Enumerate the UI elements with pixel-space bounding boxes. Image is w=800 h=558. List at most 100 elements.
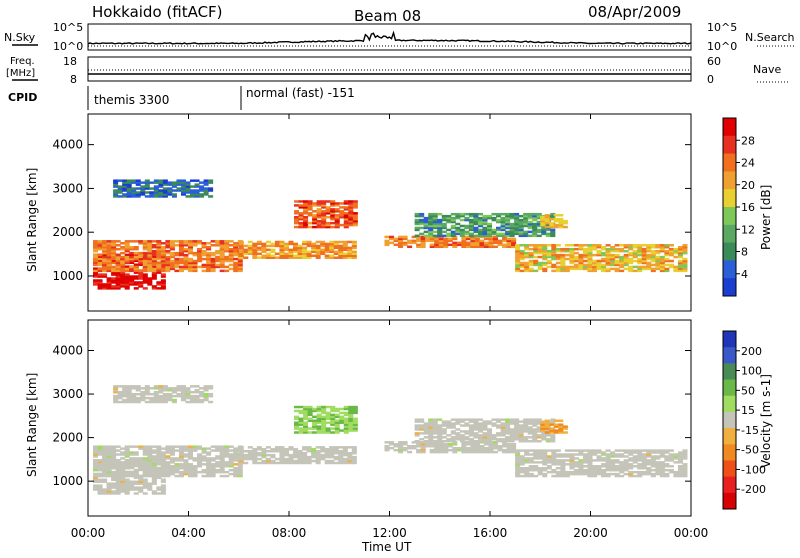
velocity-cell bbox=[465, 443, 471, 446]
velocity-cell bbox=[131, 392, 137, 396]
velocity-cell bbox=[437, 430, 443, 433]
power-cell bbox=[156, 249, 162, 253]
power-cell bbox=[473, 216, 479, 220]
velocity-cell bbox=[178, 447, 184, 450]
velocity-cell bbox=[133, 445, 139, 448]
power-cell bbox=[160, 265, 166, 268]
velocity-cell bbox=[117, 394, 123, 398]
velocity-cell bbox=[587, 470, 593, 474]
velocity-cell bbox=[201, 455, 207, 458]
velocity-cell bbox=[279, 446, 285, 449]
velocity-cell bbox=[228, 463, 234, 466]
power-cell bbox=[334, 214, 340, 217]
power-cell bbox=[524, 261, 530, 265]
velocity-cell bbox=[111, 453, 117, 456]
power-cell bbox=[147, 265, 153, 269]
velocity-cell bbox=[347, 446, 353, 449]
power-cell bbox=[551, 255, 557, 259]
power-cell bbox=[450, 234, 456, 238]
velocity-cell bbox=[243, 457, 249, 461]
power-cell bbox=[113, 183, 119, 186]
power-cell bbox=[414, 220, 420, 224]
power-cell bbox=[414, 234, 420, 238]
velocity-cell bbox=[115, 482, 121, 485]
power-cell bbox=[151, 285, 157, 288]
velocity-cell bbox=[330, 427, 336, 430]
velocity-cell bbox=[437, 418, 443, 421]
velocity-cell bbox=[302, 446, 308, 449]
power-cell bbox=[619, 249, 625, 253]
velocity-cell bbox=[215, 449, 221, 452]
velocity-cell bbox=[632, 459, 638, 462]
power-cell bbox=[339, 214, 345, 217]
velocity-cell bbox=[573, 463, 579, 466]
power-cell bbox=[126, 179, 132, 182]
velocity-cell bbox=[352, 409, 358, 413]
power-cell bbox=[505, 224, 511, 228]
velocity-cell bbox=[342, 461, 348, 465]
colorbar-segment bbox=[723, 189, 736, 208]
power-cell bbox=[115, 285, 121, 288]
y-tick-label: 3000 bbox=[52, 181, 83, 195]
velocity-cell bbox=[524, 467, 530, 470]
power-cell bbox=[479, 239, 485, 243]
power-cell bbox=[493, 241, 499, 245]
velocity-cell bbox=[307, 405, 313, 409]
power-cell bbox=[120, 261, 126, 265]
power-cell bbox=[261, 250, 267, 254]
power-cell bbox=[147, 257, 153, 261]
power-cell bbox=[160, 285, 166, 288]
velocity-cell bbox=[151, 492, 157, 495]
power-cell bbox=[541, 228, 547, 232]
power-cell bbox=[544, 225, 550, 229]
power-cell bbox=[544, 219, 550, 223]
power-cell bbox=[199, 189, 205, 192]
velocity-cell bbox=[115, 468, 121, 472]
velocity-cell bbox=[174, 445, 180, 448]
power-cell bbox=[470, 243, 476, 247]
velocity-cell bbox=[477, 430, 483, 433]
velocity-cell bbox=[352, 429, 358, 432]
power-cell bbox=[619, 263, 625, 267]
power-cell bbox=[320, 252, 326, 256]
power-cell bbox=[456, 241, 462, 245]
power-cell bbox=[473, 226, 479, 230]
power-cell bbox=[514, 228, 520, 232]
velocity-cell bbox=[519, 449, 525, 452]
power-cell bbox=[515, 247, 521, 251]
velocity-cell bbox=[210, 463, 216, 466]
velocity-cell bbox=[614, 459, 620, 462]
velocity-cell bbox=[650, 461, 656, 464]
velocity-cell bbox=[550, 436, 556, 439]
velocity-cell bbox=[614, 465, 620, 468]
power-cell bbox=[465, 237, 471, 241]
power-cell bbox=[274, 252, 280, 256]
velocity-cell bbox=[302, 451, 308, 455]
velocity-cell bbox=[542, 449, 548, 452]
power-cell bbox=[482, 216, 488, 220]
velocity-cell bbox=[550, 439, 556, 443]
velocity-cell bbox=[111, 472, 117, 476]
velocity-cell bbox=[528, 459, 534, 462]
velocity-cell bbox=[298, 405, 304, 409]
velocity-cell bbox=[446, 426, 452, 429]
velocity-cell bbox=[477, 418, 483, 421]
power-cell bbox=[238, 254, 244, 257]
power-cell bbox=[384, 241, 390, 245]
velocity-cell bbox=[138, 474, 144, 478]
power-cell bbox=[488, 245, 494, 249]
power-cell bbox=[682, 251, 688, 255]
velocity-cell bbox=[515, 459, 521, 462]
velocity-cell bbox=[343, 413, 349, 417]
power-cell bbox=[210, 240, 216, 243]
velocity-cell bbox=[135, 396, 141, 400]
power-cell bbox=[124, 244, 130, 247]
power-cell bbox=[560, 259, 566, 263]
power-cell bbox=[496, 232, 502, 236]
velocity-cell bbox=[352, 421, 358, 424]
velocity-cell bbox=[294, 427, 300, 430]
velocity-cell bbox=[312, 421, 318, 424]
velocity-cell bbox=[428, 418, 434, 421]
velocity-cell bbox=[293, 461, 299, 465]
